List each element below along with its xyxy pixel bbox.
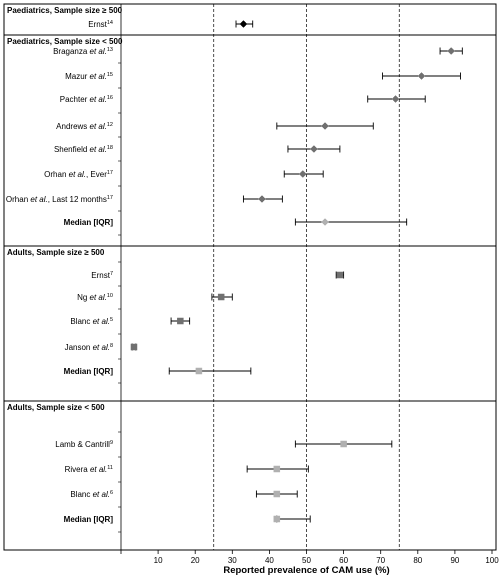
row-label: Mazur et al.15 (65, 72, 113, 81)
row-label: Orhan et al., Ever17 (44, 170, 113, 179)
point-marker (447, 47, 456, 55)
point-marker (310, 145, 318, 153)
section-title-4: Adults, Sample size < 500 (7, 403, 105, 412)
row-label: Andrews et al.12 (56, 122, 113, 131)
row-label: Shenfield et al.18 (54, 145, 113, 154)
point-marker (273, 515, 281, 523)
point-marker (336, 271, 344, 279)
x-tick-label-60: 60 (339, 556, 348, 565)
row-label: Braganza et al.13 (53, 47, 113, 56)
x-tick-label-10: 10 (154, 556, 163, 565)
x-tick-label-70: 70 (376, 556, 385, 565)
section-title-3: Adults, Sample size ≥ 500 (7, 248, 105, 257)
row-label: Median [IQR] (64, 367, 114, 376)
point-marker (391, 95, 400, 103)
row-label: Ng et al.10 (77, 293, 113, 302)
row-label: Janson et al.8 (65, 343, 113, 352)
point-marker (195, 367, 203, 375)
x-axis-label: Reported prevalence of CAM use (%) (223, 565, 389, 576)
point-marker (340, 440, 347, 448)
row-label: Pachter et al.16 (60, 95, 113, 104)
x-tick-label-100: 100 (485, 556, 499, 565)
section-title-2: Paediatrics, Sample size < 500 (7, 37, 123, 46)
point-marker (273, 490, 281, 498)
point-marker (321, 122, 329, 130)
x-tick-label-80: 80 (413, 556, 422, 565)
point-marker (273, 465, 281, 473)
x-tick-label-40: 40 (265, 556, 274, 565)
x-tick-label-30: 30 (228, 556, 237, 565)
x-tick-label-90: 90 (450, 556, 459, 565)
point-marker (321, 218, 329, 226)
x-tick-label-20: 20 (191, 556, 200, 565)
row-label: Ernst7 (91, 271, 113, 280)
row-label: Rivera et al.11 (65, 465, 113, 474)
row-label: Ernst14 (88, 20, 113, 29)
section-title-1: Paediatrics, Sample size ≥ 500 (7, 6, 123, 15)
point-marker (258, 195, 266, 203)
point-marker (130, 343, 138, 351)
row-label: Blanc et al.6 (70, 490, 113, 499)
row-label: Median [IQR] (64, 218, 114, 227)
point-marker (298, 170, 307, 178)
x-tick-label-50: 50 (302, 556, 311, 565)
plot-frame (3, 3, 497, 551)
row-label: Orhan et al., Last 12 months17 (6, 195, 113, 204)
point-marker (239, 20, 248, 28)
point-marker (177, 317, 184, 325)
point-marker (217, 293, 225, 301)
row-label: Blanc et al.5 (70, 317, 113, 326)
row-label: Lamb & Cantrill9 (55, 440, 113, 449)
point-marker (417, 72, 426, 80)
row-label: Median [IQR] (64, 515, 114, 524)
